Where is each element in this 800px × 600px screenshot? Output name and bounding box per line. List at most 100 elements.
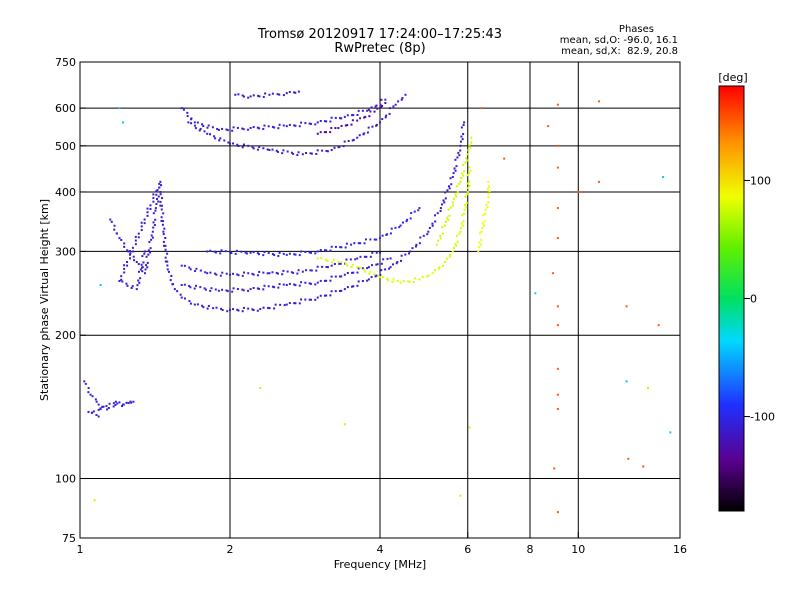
data-point [345, 242, 348, 245]
data-point [314, 283, 317, 286]
data-point [459, 149, 462, 152]
data-point [130, 287, 133, 290]
data-point [439, 237, 442, 240]
data-point [385, 114, 388, 117]
data-point [426, 275, 429, 278]
data-point [300, 250, 303, 253]
data-point [449, 255, 452, 258]
data-point [448, 214, 451, 217]
data-point [361, 280, 364, 283]
data-point [438, 266, 441, 269]
data-point [147, 249, 150, 252]
chart-subtitle: RwPretec (8p) [334, 41, 426, 56]
data-point [113, 224, 116, 227]
data-point [116, 402, 119, 405]
data-point [352, 285, 355, 288]
data-point [480, 107, 483, 110]
data-point [141, 266, 144, 269]
data-point [163, 227, 166, 230]
data-point [460, 126, 463, 129]
data-point [463, 212, 466, 215]
data-point [206, 250, 209, 253]
data-point [453, 167, 456, 170]
data-point [556, 103, 559, 106]
data-point [418, 278, 421, 281]
data-point [431, 222, 434, 225]
data-point [478, 241, 481, 244]
data-point [129, 400, 132, 403]
data-point [249, 251, 252, 254]
data-point [323, 131, 326, 134]
data-point [89, 393, 92, 396]
data-point [334, 127, 337, 130]
data-point [407, 252, 410, 255]
data-point [329, 294, 332, 297]
data-point [292, 271, 295, 274]
data-point [281, 152, 284, 155]
data-point [384, 102, 387, 105]
data-point [148, 240, 151, 243]
data-point [457, 151, 460, 154]
data-point [427, 274, 430, 277]
data-point [94, 398, 97, 401]
data-point [252, 147, 255, 150]
data-point [389, 257, 392, 260]
data-point [460, 135, 463, 138]
data-point [123, 242, 126, 245]
data-point [267, 252, 270, 255]
data-point [247, 272, 250, 275]
data-point [368, 115, 371, 118]
data-point [399, 281, 402, 284]
data-point [343, 423, 346, 426]
y-tick-label: 500 [55, 140, 76, 153]
data-point [388, 107, 391, 110]
data-point [316, 265, 319, 268]
data-point [310, 269, 313, 272]
data-point [262, 127, 265, 130]
data-point [326, 150, 329, 153]
data-point [150, 234, 153, 237]
data-point [304, 251, 307, 254]
data-point [258, 270, 261, 273]
data-point [87, 391, 90, 394]
data-point [456, 234, 459, 237]
data-point [195, 284, 198, 287]
data-point [155, 190, 158, 193]
data-point [343, 288, 346, 291]
data-point [407, 280, 410, 283]
data-point [139, 277, 142, 280]
data-point [352, 114, 355, 117]
data-point [439, 234, 442, 237]
data-point [466, 159, 469, 162]
data-point [273, 286, 276, 289]
data-point [485, 203, 488, 206]
data-point [217, 128, 220, 131]
data-point [271, 271, 274, 274]
data-point [242, 95, 245, 98]
data-point [279, 303, 282, 306]
data-point [316, 250, 319, 253]
data-point [241, 310, 244, 313]
data-point [329, 279, 332, 282]
data-point [249, 288, 252, 291]
data-point [357, 280, 360, 283]
data-point [286, 150, 289, 153]
data-point [282, 94, 285, 97]
data-point [149, 204, 152, 207]
data-point [256, 126, 259, 129]
data-point [268, 148, 271, 151]
data-point [251, 308, 254, 311]
data-point [460, 222, 463, 225]
data-point [166, 268, 169, 271]
data-point [149, 207, 152, 210]
data-point [458, 232, 461, 235]
data-point [344, 262, 347, 265]
data-point [340, 289, 343, 292]
data-point [242, 289, 245, 292]
data-point [229, 142, 231, 145]
data-point [123, 267, 126, 270]
data-point [356, 257, 359, 260]
data-point [258, 95, 261, 98]
data-point [300, 298, 303, 301]
data-point [449, 253, 452, 256]
